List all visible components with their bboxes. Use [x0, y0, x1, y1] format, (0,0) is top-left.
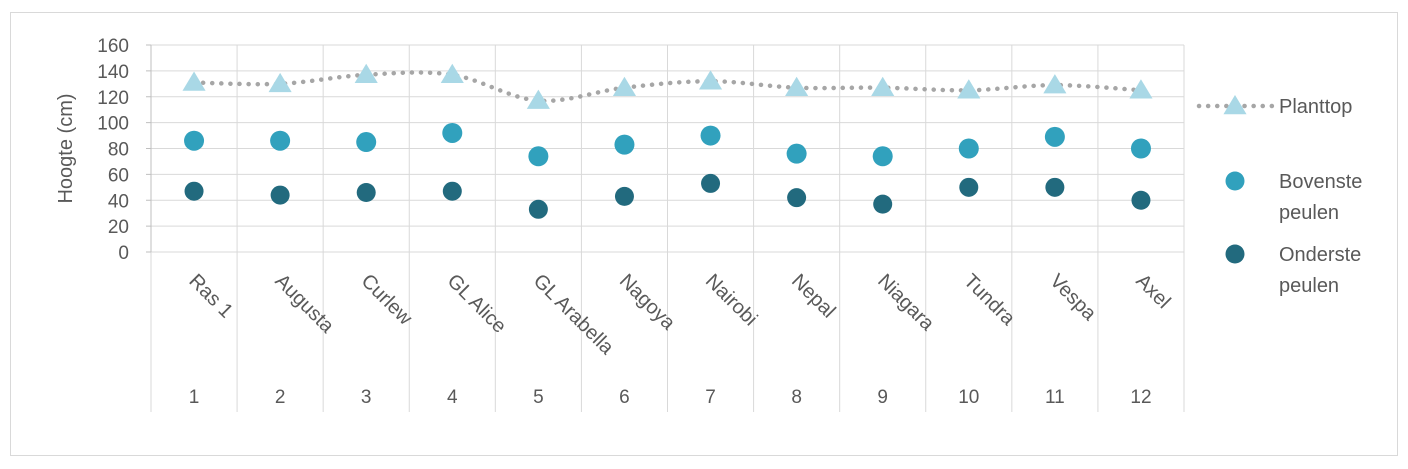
legend-label: peulen: [1279, 202, 1339, 224]
bovenste-peulen-point: [356, 132, 377, 153]
planttop-point: [785, 76, 809, 96]
onderste-peulen-point: [701, 173, 721, 193]
legend-planttop-marker: [1223, 95, 1247, 115]
planttop-point: [612, 76, 637, 96]
x-category-label: Nairobi: [701, 270, 761, 330]
x-number-label: 9: [877, 387, 888, 408]
bovenste-peulen-point: [614, 134, 635, 155]
planttop-point: [1129, 79, 1153, 99]
onderste-peulen-point: [528, 199, 548, 219]
onderste-peulen-point: [614, 186, 634, 206]
x-category-label: Curlew: [357, 270, 417, 330]
legend-label: Onderste: [1279, 244, 1361, 266]
bovenste-peulen-point: [872, 146, 893, 167]
x-category-label: GL Alice: [443, 270, 511, 338]
bovenste-peulen-point: [786, 143, 807, 164]
x-number-label: 5: [533, 387, 544, 408]
y-axis-ticks: 0 20 40 60 80 100 120 140 160: [97, 36, 151, 264]
onderste-peulen-point: [1045, 177, 1065, 197]
y-tick-label: 40: [108, 191, 129, 212]
planttop-point: [268, 72, 292, 93]
x-category-label: Nepal: [787, 270, 840, 323]
y-tick-label: 100: [97, 114, 129, 135]
legend-label: peulen: [1279, 275, 1339, 297]
bovenste-peulen-point: [270, 130, 291, 151]
legend-label: Planttop: [1279, 96, 1352, 118]
planttop-point: [182, 71, 206, 91]
planttop-point: [440, 63, 464, 84]
x-category-label: Nagoya: [615, 270, 680, 335]
x-category-label: Vespa: [1045, 270, 1100, 325]
onderste-peulen-point: [959, 177, 979, 197]
x-number-label: 3: [361, 387, 372, 408]
x-number-label: 6: [619, 387, 630, 408]
bovenste-peulen-point: [1044, 126, 1065, 147]
legend: Planttop Bovenste peulen Onderste peulen: [1196, 95, 1362, 297]
x-number-label: 12: [1130, 387, 1151, 408]
bovenste-peulen-point: [700, 125, 721, 146]
legend-onderste-marker: [1225, 244, 1245, 264]
y-axis-title: Hoogte (cm): [55, 93, 77, 203]
x-category-label: GL Arabella: [529, 270, 619, 360]
onderste-peulen-point: [356, 182, 376, 202]
y-tick-label: 60: [108, 165, 129, 186]
y-tick-label: 80: [108, 140, 129, 161]
onderste-peulen-point: [270, 185, 290, 205]
bovenste-peulen-point: [442, 122, 463, 143]
x-axis-categories: Ras 1 Augusta Curlew GL Alice GL ArabellaNag…: [185, 270, 1175, 360]
y-tick-label: 0: [118, 243, 129, 264]
x-category-label: Tundra: [959, 270, 1019, 330]
x-number-label: 10: [958, 387, 979, 408]
x-category-label: Axel: [1131, 270, 1174, 313]
bovenste-peulen-point: [528, 146, 549, 167]
x-axis-numbers: 1 2 3 4 5 6 7 8 9 10 11 12: [189, 387, 1152, 408]
plot-area: [182, 63, 1153, 219]
y-tick-label: 140: [97, 62, 129, 83]
planttop-point: [1043, 74, 1067, 94]
onderste-peulen-point: [1131, 190, 1151, 210]
bovenste-peulen-point: [958, 138, 979, 159]
y-tick-label: 20: [108, 217, 129, 238]
y-tick-label: 120: [97, 88, 129, 109]
planttop-point: [354, 63, 378, 84]
x-category-label: Augusta: [271, 270, 339, 338]
x-number-label: 7: [705, 387, 716, 408]
x-number-label: 8: [791, 387, 802, 408]
planttop-point: [526, 89, 550, 109]
x-number-label: 11: [1045, 387, 1065, 408]
x-number-label: 2: [275, 387, 286, 408]
planttop-point: [871, 76, 895, 96]
onderste-peulen-point: [184, 181, 204, 201]
y-tick-label: 160: [97, 36, 129, 57]
onderste-peulen-point: [787, 188, 807, 208]
x-number-label: 4: [447, 387, 458, 408]
planttop-point: [957, 79, 981, 99]
onderste-peulen-point: [442, 181, 462, 201]
x-category-label: Niagara: [873, 270, 939, 336]
planttop-trend-line: [191, 70, 1144, 104]
onderste-peulen-point: [873, 194, 893, 214]
bovenste-peulen-point: [184, 130, 205, 151]
grid: [150, 44, 1185, 412]
x-category-label: Ras 1: [185, 270, 238, 323]
x-number-label: 1: [189, 387, 200, 408]
bovenste-peulen-point: [1130, 138, 1151, 159]
planttop-point: [698, 70, 723, 90]
legend-bovenste-marker: [1225, 171, 1245, 191]
legend-label: Bovenste: [1279, 171, 1362, 193]
